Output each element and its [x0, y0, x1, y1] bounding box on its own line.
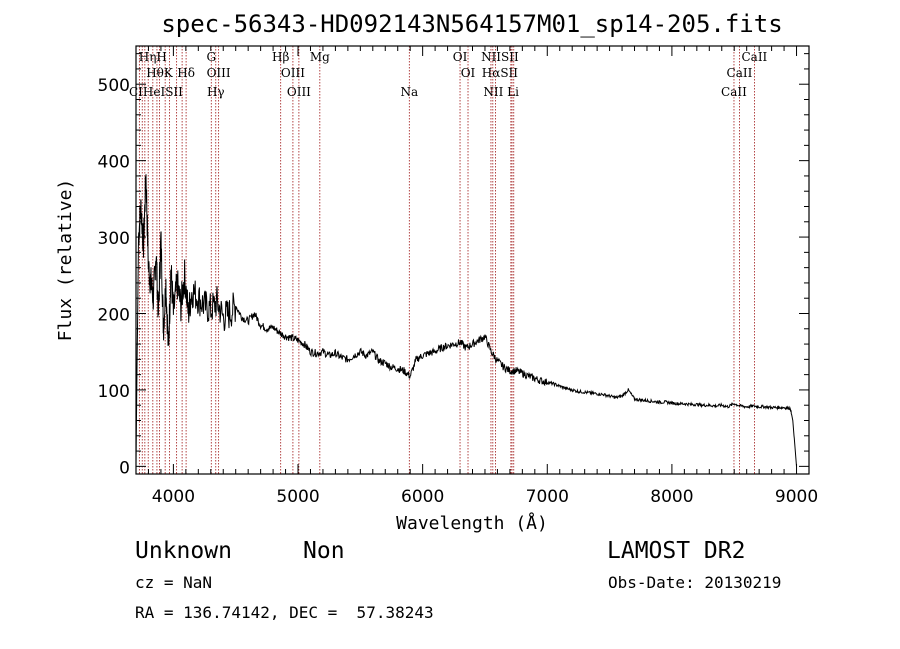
y-axis-label: Flux (relative)	[55, 179, 76, 342]
y-tick-label: 500	[98, 76, 130, 96]
line-marker-label: OI	[461, 66, 476, 80]
spectral-class: Unknown	[135, 538, 232, 564]
line-marker-label: OI	[453, 50, 468, 64]
plot-frame	[135, 45, 810, 475]
spectral-line-markers	[138, 46, 755, 474]
spectral-subclass: Non	[303, 538, 345, 564]
y-tick-label: 0	[119, 458, 130, 478]
line-marker-label: CaII	[741, 50, 767, 64]
line-marker-label: NII Li	[483, 85, 519, 99]
x-axis-label: Wavelength (Å)	[396, 512, 548, 534]
x-tick-label: 5000	[276, 487, 319, 507]
line-marker-label: G	[206, 50, 216, 64]
chart-title: spec-56343-HD092143N564157M01_sp14-205.f…	[161, 10, 782, 38]
line-marker-label: CaII	[727, 66, 753, 80]
x-tick-label: 9000	[775, 487, 818, 507]
survey-name: LAMOST DR2	[607, 538, 746, 564]
line-marker-label: CaII	[721, 85, 747, 99]
spectrum-chart: spec-56343-HD092143N564157M01_sp14-205.f…	[55, 10, 818, 534]
line-marker-label: HαSII	[482, 66, 519, 80]
line-marker-label: Hδ	[177, 66, 195, 80]
line-marker-label: OIII	[287, 85, 311, 99]
line-marker-label: Na	[400, 85, 418, 99]
x-tick-label: 4000	[152, 487, 195, 507]
line-marker-label: HθK	[146, 66, 174, 80]
line-marker-label: OIII	[207, 66, 231, 80]
line-marker-label: HηH	[139, 50, 167, 64]
x-axis-ticks: 4000 5000 6000 7000 8000 9000	[135, 46, 818, 507]
y-axis-ticks: 0 100 200 300 400 500	[98, 53, 809, 478]
x-tick-label: 7000	[526, 487, 569, 507]
spectrum-line	[135, 174, 797, 467]
observation-date: Obs-Date: 20130219	[608, 573, 782, 592]
spectral-line-labels: HηH HθK CIHeISII Hδ G OIII Hγ Hβ OIII OIII Mg Na OI O…	[129, 50, 768, 99]
line-marker-label: OIII	[281, 66, 305, 80]
line-marker-label: NIISII	[481, 50, 519, 64]
redshift-value: cz = NaN	[135, 573, 213, 592]
line-marker-label: Hβ	[272, 50, 289, 64]
coordinates: RA = 136.74142, DEC = 57.38243	[135, 603, 434, 622]
line-marker-label: Mg	[310, 50, 330, 64]
x-tick-label: 6000	[401, 487, 444, 507]
y-tick-label: 200	[98, 306, 130, 326]
y-tick-label: 100	[98, 382, 130, 402]
line-marker-label: Hγ	[207, 85, 225, 99]
line-marker-label: CIHeISII	[129, 85, 183, 99]
y-tick-label: 300	[98, 229, 130, 249]
x-tick-label: 8000	[650, 487, 693, 507]
y-tick-label: 400	[98, 153, 130, 173]
